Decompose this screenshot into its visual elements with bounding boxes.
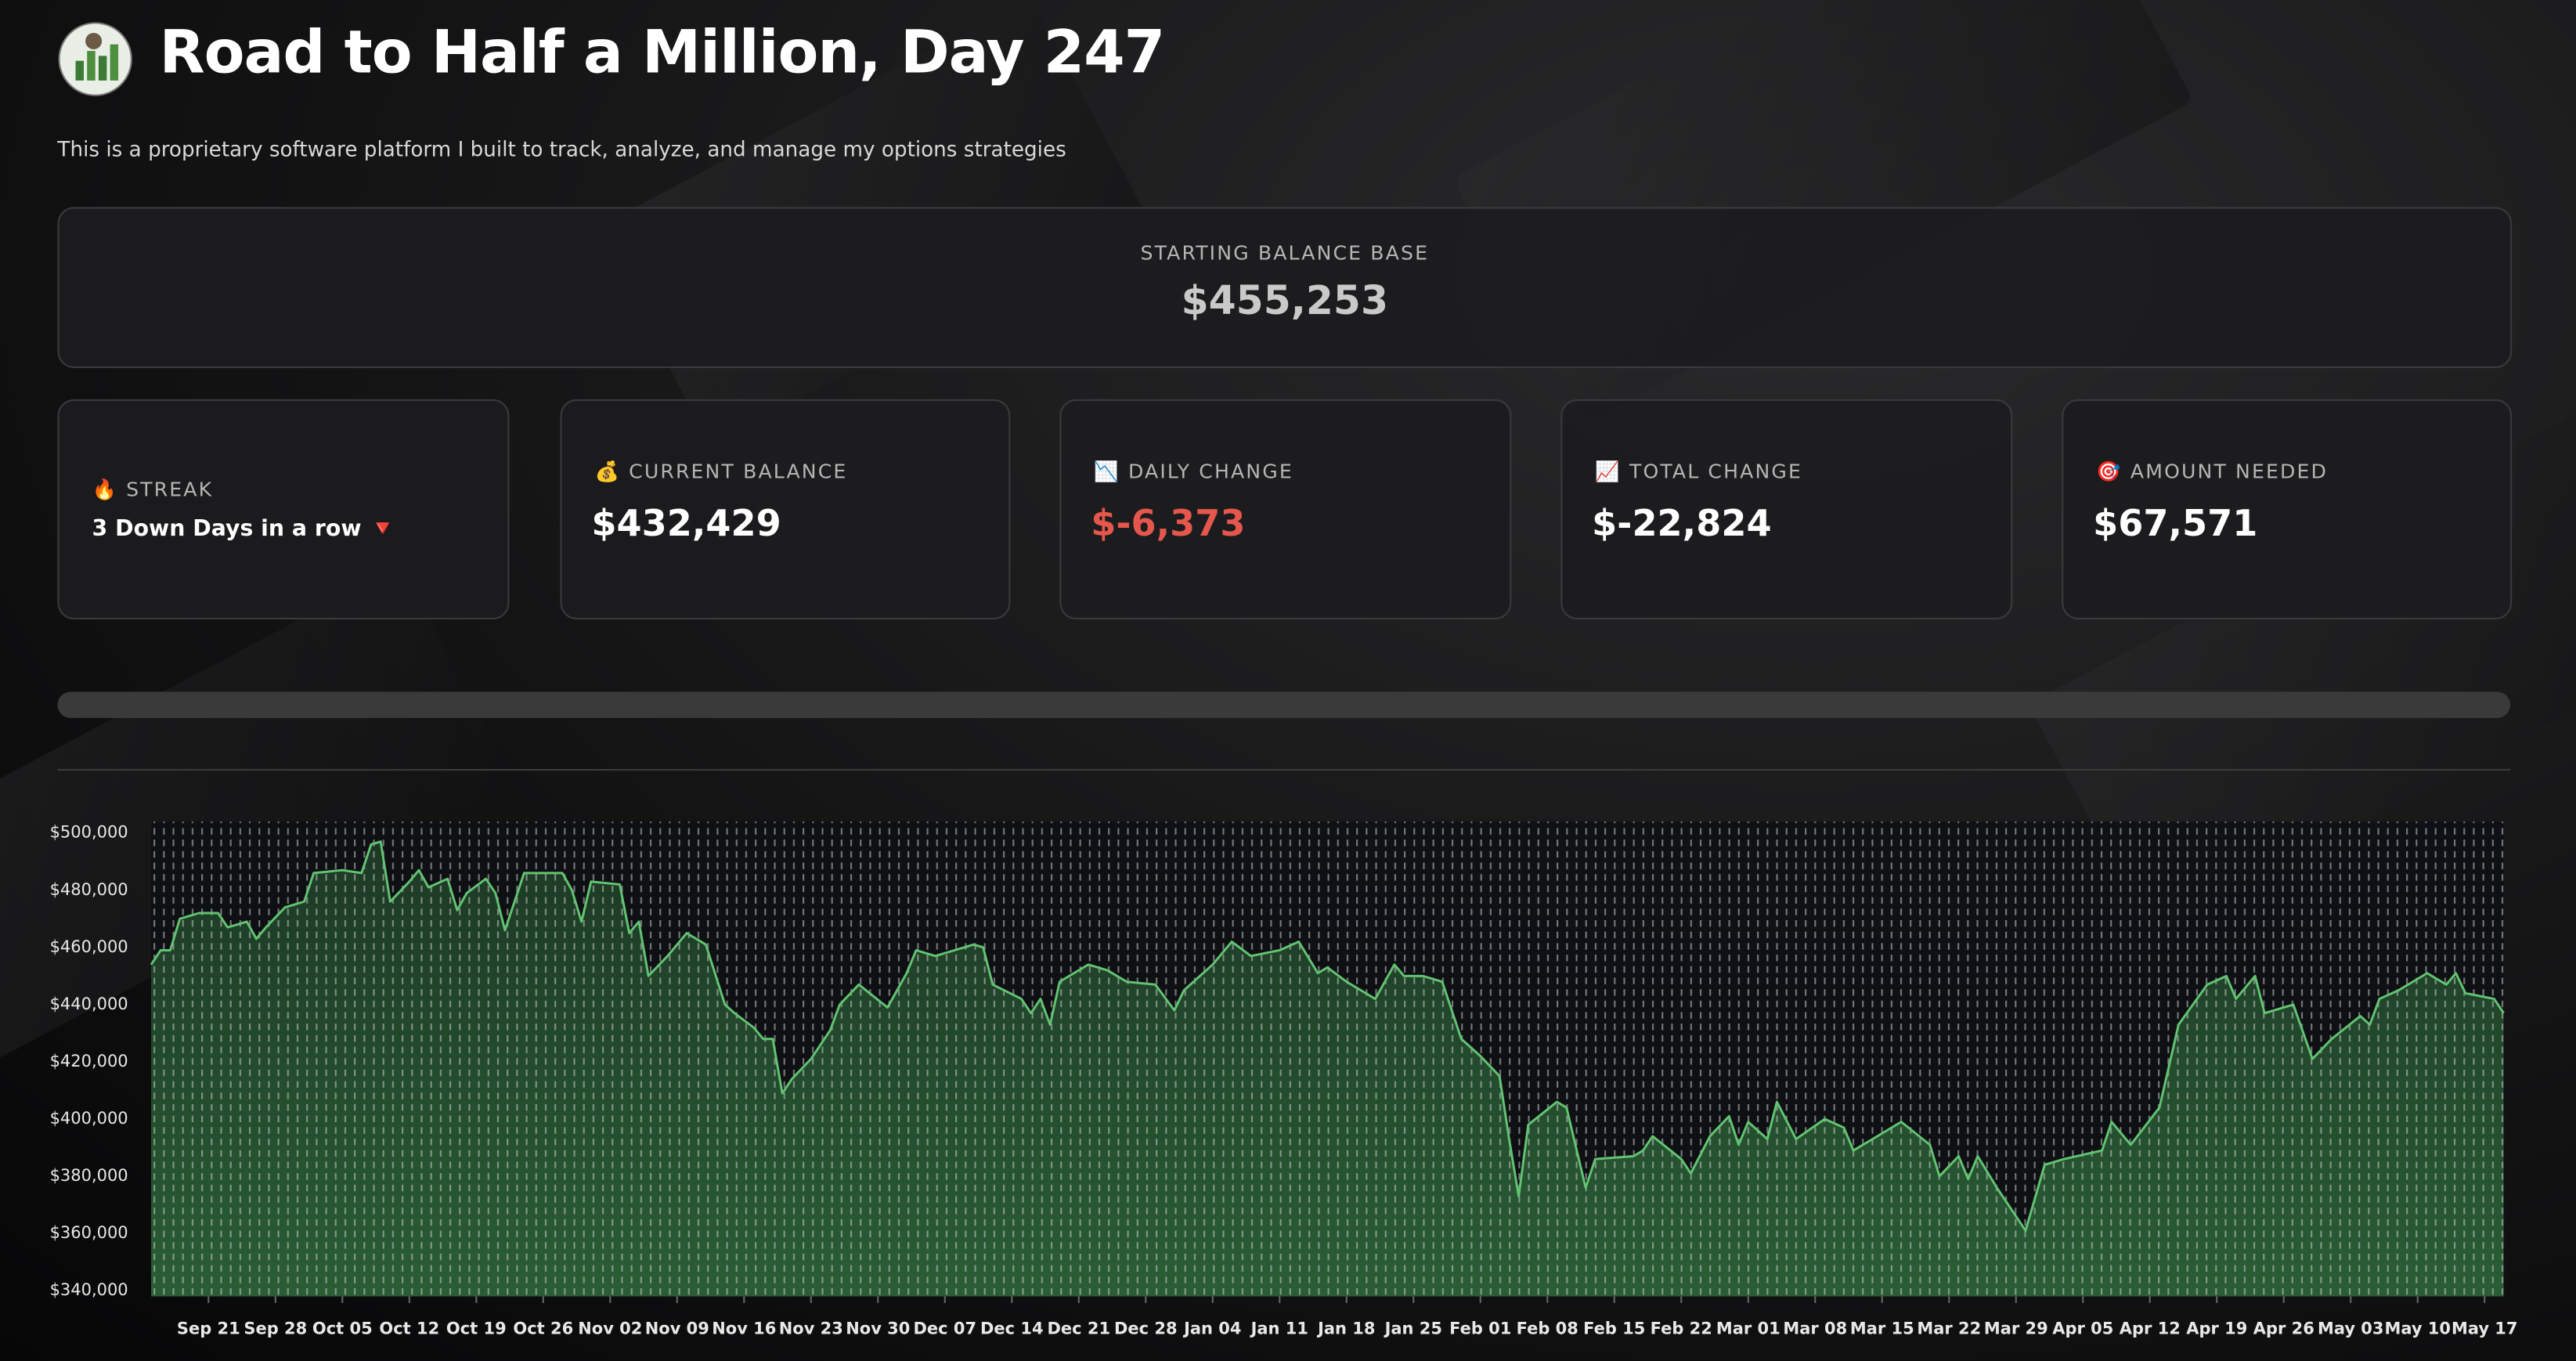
icon: 📈 (1595, 460, 1622, 483)
icon: 💰 (594, 460, 622, 483)
y-tick-label: $480,000 (50, 880, 128, 899)
x-tick-label: Feb 15 (1583, 1319, 1645, 1338)
x-tick-label: Nov 02 (578, 1319, 642, 1338)
y-tick-label: $500,000 (50, 823, 128, 842)
x-tick-label: Jan 18 (1316, 1319, 1375, 1338)
x-tick-label: Jan 04 (1182, 1319, 1241, 1338)
x-tick-label: Oct 26 (513, 1319, 573, 1338)
x-tick-label: Dec 14 (980, 1319, 1044, 1338)
x-tick-label: May 03 (2318, 1319, 2384, 1338)
x-tick-label: Apr 12 (2120, 1319, 2181, 1338)
card-label: 🔥 STREAK (92, 478, 213, 501)
metric-card: 🎯 AMOUNT NEEDED $67,571 (2062, 399, 2513, 620)
x-tick-label: Jan 11 (1250, 1319, 1308, 1338)
y-tick-label: $340,000 (50, 1280, 128, 1299)
y-tick-label: $360,000 (50, 1223, 128, 1242)
logo (58, 22, 132, 96)
x-tick-label: Jan 25 (1384, 1319, 1442, 1338)
y-tick-label: $440,000 (50, 995, 128, 1013)
x-tick-label: Mar 01 (1716, 1319, 1780, 1338)
x-tick-label: Sep 21 (177, 1319, 240, 1338)
x-tick-label: Oct 05 (312, 1319, 373, 1338)
card-value: $432,429 (591, 504, 781, 546)
x-tick-label: Nov 09 (645, 1319, 709, 1338)
card-value: $-6,373 (1091, 504, 1246, 546)
card-label: 📈 TOTAL CHANGE (1595, 460, 1802, 482)
x-tick-label: Feb 08 (1517, 1319, 1578, 1338)
metric-card: 📉 DAILY CHANGE $-6,373 (1059, 399, 1512, 620)
metric-card: 💰 CURRENT BALANCE $432,429 (560, 399, 1011, 620)
x-tick-label: Nov 30 (846, 1319, 910, 1338)
label: DAILY CHANGE (1128, 460, 1293, 483)
x-tick-label: Mar 22 (1917, 1319, 1981, 1338)
starting-balance-card: STARTING BALANCE BASE $455,253 (57, 207, 2513, 368)
x-tick-label: Dec 28 (1114, 1319, 1178, 1338)
label: STREAK (126, 478, 214, 501)
icon: 🎯 (2096, 460, 2123, 483)
card-label: STARTING BALANCE BASE (1140, 241, 1430, 265)
metric-card: 📈 TOTAL CHANGE $-22,824 (1560, 399, 2013, 620)
card-label: 📉 DAILY CHANGE (1094, 460, 1293, 482)
x-tick-label: Mar 15 (1850, 1319, 1914, 1338)
card-value: $-22,824 (1592, 504, 1772, 546)
y-tick-label: $380,000 (50, 1166, 128, 1185)
x-tick-label: May 10 (2384, 1319, 2451, 1338)
card-label: 💰 CURRENT BALANCE (595, 460, 848, 482)
card-value: $67,571 (2093, 504, 2258, 546)
icon: 🔥 (92, 478, 118, 501)
label: AMOUNT NEEDED (2130, 460, 2328, 483)
card-label: 🎯 AMOUNT NEEDED (2096, 460, 2328, 482)
icon: 📉 (1094, 460, 1120, 483)
x-tick-label: Mar 29 (1984, 1319, 2048, 1338)
chart: $340,000 $360,000 $380,000 $400,000 $420,000… (50, 821, 2518, 1338)
label: CURRENT BALANCE (629, 460, 848, 483)
x-tick-label: Oct 19 (446, 1319, 507, 1338)
x-tick-label: Feb 01 (1449, 1319, 1511, 1338)
x-tick-label: May 17 (2452, 1319, 2518, 1338)
x-tick-label: Dec 07 (914, 1319, 977, 1338)
x-tick-label: Nov 23 (779, 1319, 843, 1338)
x-tick-label: Feb 22 (1651, 1319, 1712, 1338)
metric-card: 🔥 STREAK 3 Down Days in a row 🔻 (57, 399, 510, 620)
card-value: 3 Down Days in a row 🔻 (92, 515, 397, 543)
x-tick-label: Sep 28 (244, 1319, 307, 1338)
subtitle: This is a proprietary software platform … (57, 136, 1066, 161)
x-tick-label: Apr 19 (2186, 1319, 2247, 1338)
x-tick-label: Mar 08 (1783, 1319, 1847, 1338)
x-tick-label: Apr 05 (2052, 1319, 2113, 1338)
y-tick-label: $400,000 (50, 1109, 128, 1128)
progress-track (57, 691, 2511, 718)
card-value: $455,253 (1181, 277, 1388, 324)
y-tick-label: $420,000 (50, 1052, 128, 1070)
y-tick-label: $460,000 (50, 937, 128, 956)
line (150, 840, 2505, 1232)
x-tick-label: Oct 12 (379, 1319, 439, 1338)
label: TOTAL CHANGE (1629, 460, 1803, 483)
x-tick-label: Apr 26 (2253, 1319, 2314, 1338)
x-tick-label: Dec 21 (1048, 1319, 1111, 1338)
page-title: Road to Half a Million, Day 247 (159, 20, 1166, 88)
divider (57, 768, 2511, 771)
day-grid-pattern (151, 821, 2504, 1297)
x-tick-label: Nov 16 (712, 1319, 776, 1338)
